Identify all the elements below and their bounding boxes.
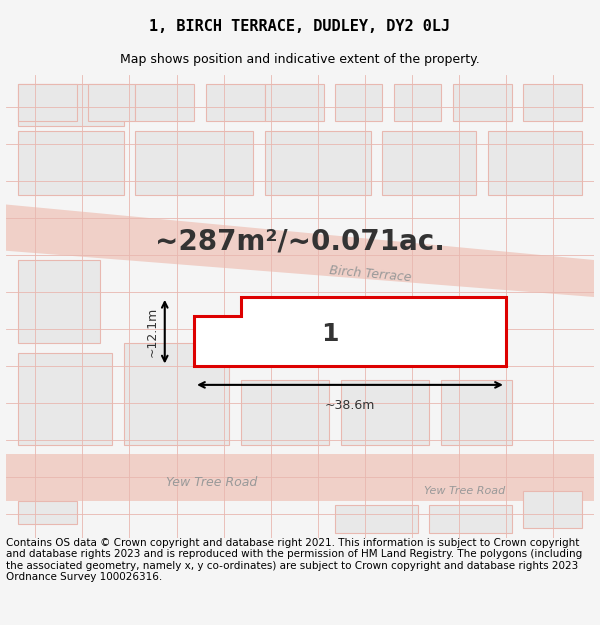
Bar: [335, 505, 418, 533]
Text: Map shows position and indicative extent of the property.: Map shows position and indicative extent…: [120, 52, 480, 66]
Bar: [124, 343, 229, 445]
Text: Yew Tree Road: Yew Tree Road: [424, 486, 505, 496]
Bar: [88, 84, 136, 121]
Bar: [136, 84, 194, 121]
Bar: [430, 505, 512, 533]
Bar: [523, 491, 582, 528]
Bar: [206, 84, 265, 121]
Polygon shape: [6, 204, 594, 297]
Bar: [488, 131, 582, 195]
Bar: [18, 131, 124, 195]
Bar: [18, 84, 124, 126]
Bar: [523, 84, 582, 121]
Bar: [18, 260, 100, 343]
Bar: [394, 84, 441, 121]
Text: ~38.6m: ~38.6m: [325, 399, 375, 412]
Bar: [265, 131, 371, 195]
Bar: [441, 380, 512, 445]
Bar: [136, 131, 253, 195]
Bar: [453, 84, 512, 121]
Text: 1: 1: [320, 322, 338, 346]
Text: ~12.1m: ~12.1m: [146, 306, 159, 357]
Polygon shape: [194, 297, 506, 366]
Bar: [382, 131, 476, 195]
Bar: [18, 352, 112, 445]
Text: 1, BIRCH TERRACE, DUDLEY, DY2 0LJ: 1, BIRCH TERRACE, DUDLEY, DY2 0LJ: [149, 19, 451, 34]
Text: ~287m²/~0.071ac.: ~287m²/~0.071ac.: [155, 228, 445, 256]
Bar: [18, 84, 77, 121]
Bar: [18, 501, 77, 524]
Bar: [341, 380, 430, 445]
Bar: [335, 84, 382, 121]
Text: Yew Tree Road: Yew Tree Road: [166, 476, 257, 489]
Bar: [265, 84, 323, 121]
Text: Birch Terrace: Birch Terrace: [329, 264, 412, 284]
Text: Contains OS data © Crown copyright and database right 2021. This information is : Contains OS data © Crown copyright and d…: [6, 538, 582, 582]
Bar: [241, 380, 329, 445]
Bar: [6, 454, 594, 501]
